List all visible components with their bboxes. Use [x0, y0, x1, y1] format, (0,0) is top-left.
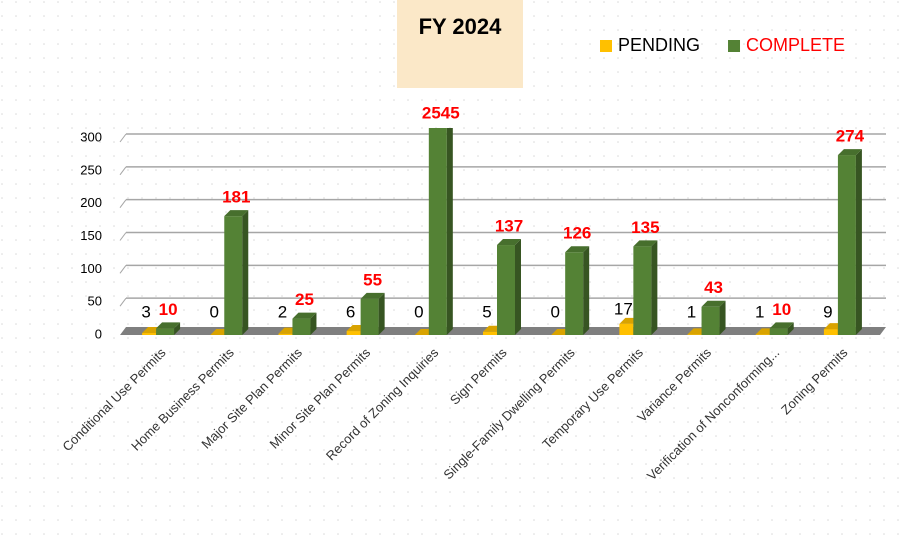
y-tick-label: 150 — [80, 228, 102, 243]
bar-group — [497, 239, 521, 335]
data-label: 137 — [495, 217, 523, 236]
grid-line — [119, 166, 127, 176]
data-label: 126 — [563, 224, 591, 243]
bar-group — [565, 246, 590, 335]
grid-line — [119, 232, 127, 241]
bar-group — [701, 300, 726, 335]
bar-side — [855, 149, 862, 335]
data-label: 55 — [363, 270, 382, 289]
bar-top — [701, 300, 726, 307]
bar — [755, 334, 770, 335]
bar-group — [292, 312, 317, 335]
bar-top — [497, 239, 521, 246]
data-label: 181 — [222, 188, 250, 207]
bar-top — [224, 210, 249, 217]
bar-group — [360, 292, 385, 335]
bar — [823, 329, 838, 335]
legend-label: COMPLETE — [746, 35, 845, 55]
grid-line — [119, 265, 127, 274]
data-label: 0 — [210, 302, 219, 321]
bar-side — [583, 246, 590, 335]
data-label: 10 — [159, 300, 178, 319]
data-label: 25 — [295, 290, 314, 309]
bar — [224, 216, 243, 335]
bar — [483, 331, 497, 335]
y-tick-label: 100 — [80, 261, 102, 276]
bar-side — [378, 292, 385, 335]
bar — [142, 333, 157, 335]
bar-side — [787, 322, 794, 335]
bar — [497, 245, 515, 335]
grid-line — [119, 297, 127, 307]
bar-side — [310, 312, 317, 335]
bar-side — [174, 322, 181, 335]
bar-side — [651, 240, 658, 335]
bar-side — [242, 210, 249, 335]
bar-top — [769, 322, 794, 329]
bar-side — [515, 239, 521, 335]
legend-swatch — [600, 40, 612, 52]
bar-side — [719, 300, 726, 335]
bar — [619, 323, 634, 335]
bar-side — [446, 128, 453, 335]
data-label: 5 — [482, 302, 491, 321]
bar-top — [565, 246, 590, 253]
bar-group — [837, 149, 862, 335]
bar — [633, 246, 652, 335]
bar-group — [156, 322, 181, 335]
data-label: 9 — [823, 302, 832, 321]
bar — [701, 306, 720, 335]
bar — [292, 318, 311, 335]
data-label: 6 — [346, 302, 355, 321]
data-label: 135 — [631, 218, 659, 237]
data-label: 0 — [550, 302, 559, 321]
title-box — [397, 0, 523, 88]
bar — [769, 328, 788, 335]
bar-top — [292, 312, 317, 319]
bar — [346, 331, 361, 335]
bar — [428, 128, 447, 335]
plot-area — [142, 128, 862, 335]
y-tick-label: 300 — [80, 129, 102, 144]
y-tick-label: 250 — [80, 162, 102, 177]
bar — [278, 333, 293, 335]
data-label: 274 — [836, 127, 865, 146]
y-tick-label: 0 — [95, 326, 102, 341]
data-label: 1 — [687, 302, 696, 321]
data-label: 3 — [141, 302, 150, 321]
data-label: 10 — [772, 300, 791, 319]
bar — [837, 155, 856, 335]
grid-line — [119, 199, 127, 208]
bar-top — [837, 149, 862, 156]
bar — [360, 298, 379, 335]
bar-group — [769, 322, 794, 335]
bar — [156, 328, 175, 335]
legend-swatch — [728, 40, 741, 52]
y-tick-label: 50 — [88, 294, 102, 309]
data-label: 0 — [414, 302, 423, 321]
data-label: 17 — [614, 299, 633, 318]
legend-label: PENDING — [618, 35, 700, 55]
bar — [687, 334, 702, 335]
bar-group — [224, 210, 249, 335]
bar-top — [633, 240, 658, 247]
chart-title: FY 2024 — [419, 14, 503, 39]
bar-group — [633, 240, 658, 335]
bar — [565, 252, 584, 335]
bar-top — [156, 322, 181, 329]
data-label: 2545 — [422, 103, 460, 122]
bar-group — [428, 128, 453, 335]
y-tick-label: 200 — [80, 195, 102, 210]
data-label: 1 — [755, 302, 764, 321]
data-label: 43 — [704, 278, 723, 297]
bar-top — [360, 292, 385, 299]
grid-line — [119, 133, 127, 143]
data-label: 2 — [278, 302, 287, 321]
